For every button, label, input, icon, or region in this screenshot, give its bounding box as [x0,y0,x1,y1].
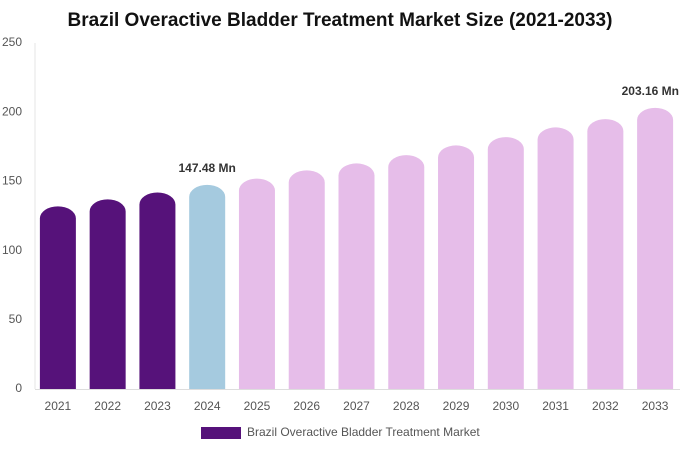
x-tick-label: 2025 [244,399,271,413]
x-tick-label: 2026 [293,399,320,413]
legend-swatch [201,427,241,439]
y-tick-label: 100 [2,243,22,257]
value-label: 147.48 Mn [179,161,236,175]
bar [39,206,76,389]
x-tick-label: 2022 [94,399,121,413]
bar [288,170,325,389]
x-tick-label: 2024 [194,399,221,413]
y-tick-label: 200 [2,104,22,118]
x-tick-label: 2033 [642,399,669,413]
bar [238,178,275,389]
x-tick-label: 2023 [144,399,171,413]
legend-label: Brazil Overactive Bladder Treatment Mark… [247,425,480,439]
bar [139,192,176,389]
x-tick-label: 2031 [542,399,569,413]
bar [487,137,524,389]
x-tick-label: 2028 [393,399,420,413]
x-tick-label: 2032 [592,399,619,413]
value-label: 203.16 Mn [622,84,679,98]
bar [189,184,226,389]
y-tick-label: 0 [15,381,22,395]
x-tick-label: 2030 [492,399,519,413]
chart-title: Brazil Overactive Bladder Treatment Mark… [68,10,613,31]
x-tick-label: 2027 [343,399,370,413]
bar [637,107,674,389]
x-tick-label: 2029 [443,399,470,413]
bar [388,155,425,389]
x-tick-label: 2021 [45,399,72,413]
bar [438,145,475,389]
y-tick-label: 50 [9,312,23,326]
bar [89,199,126,389]
bar [587,119,624,389]
y-tick-label: 250 [2,35,22,49]
bar [537,127,574,389]
y-tick-label: 150 [2,174,22,188]
bar [338,163,375,389]
